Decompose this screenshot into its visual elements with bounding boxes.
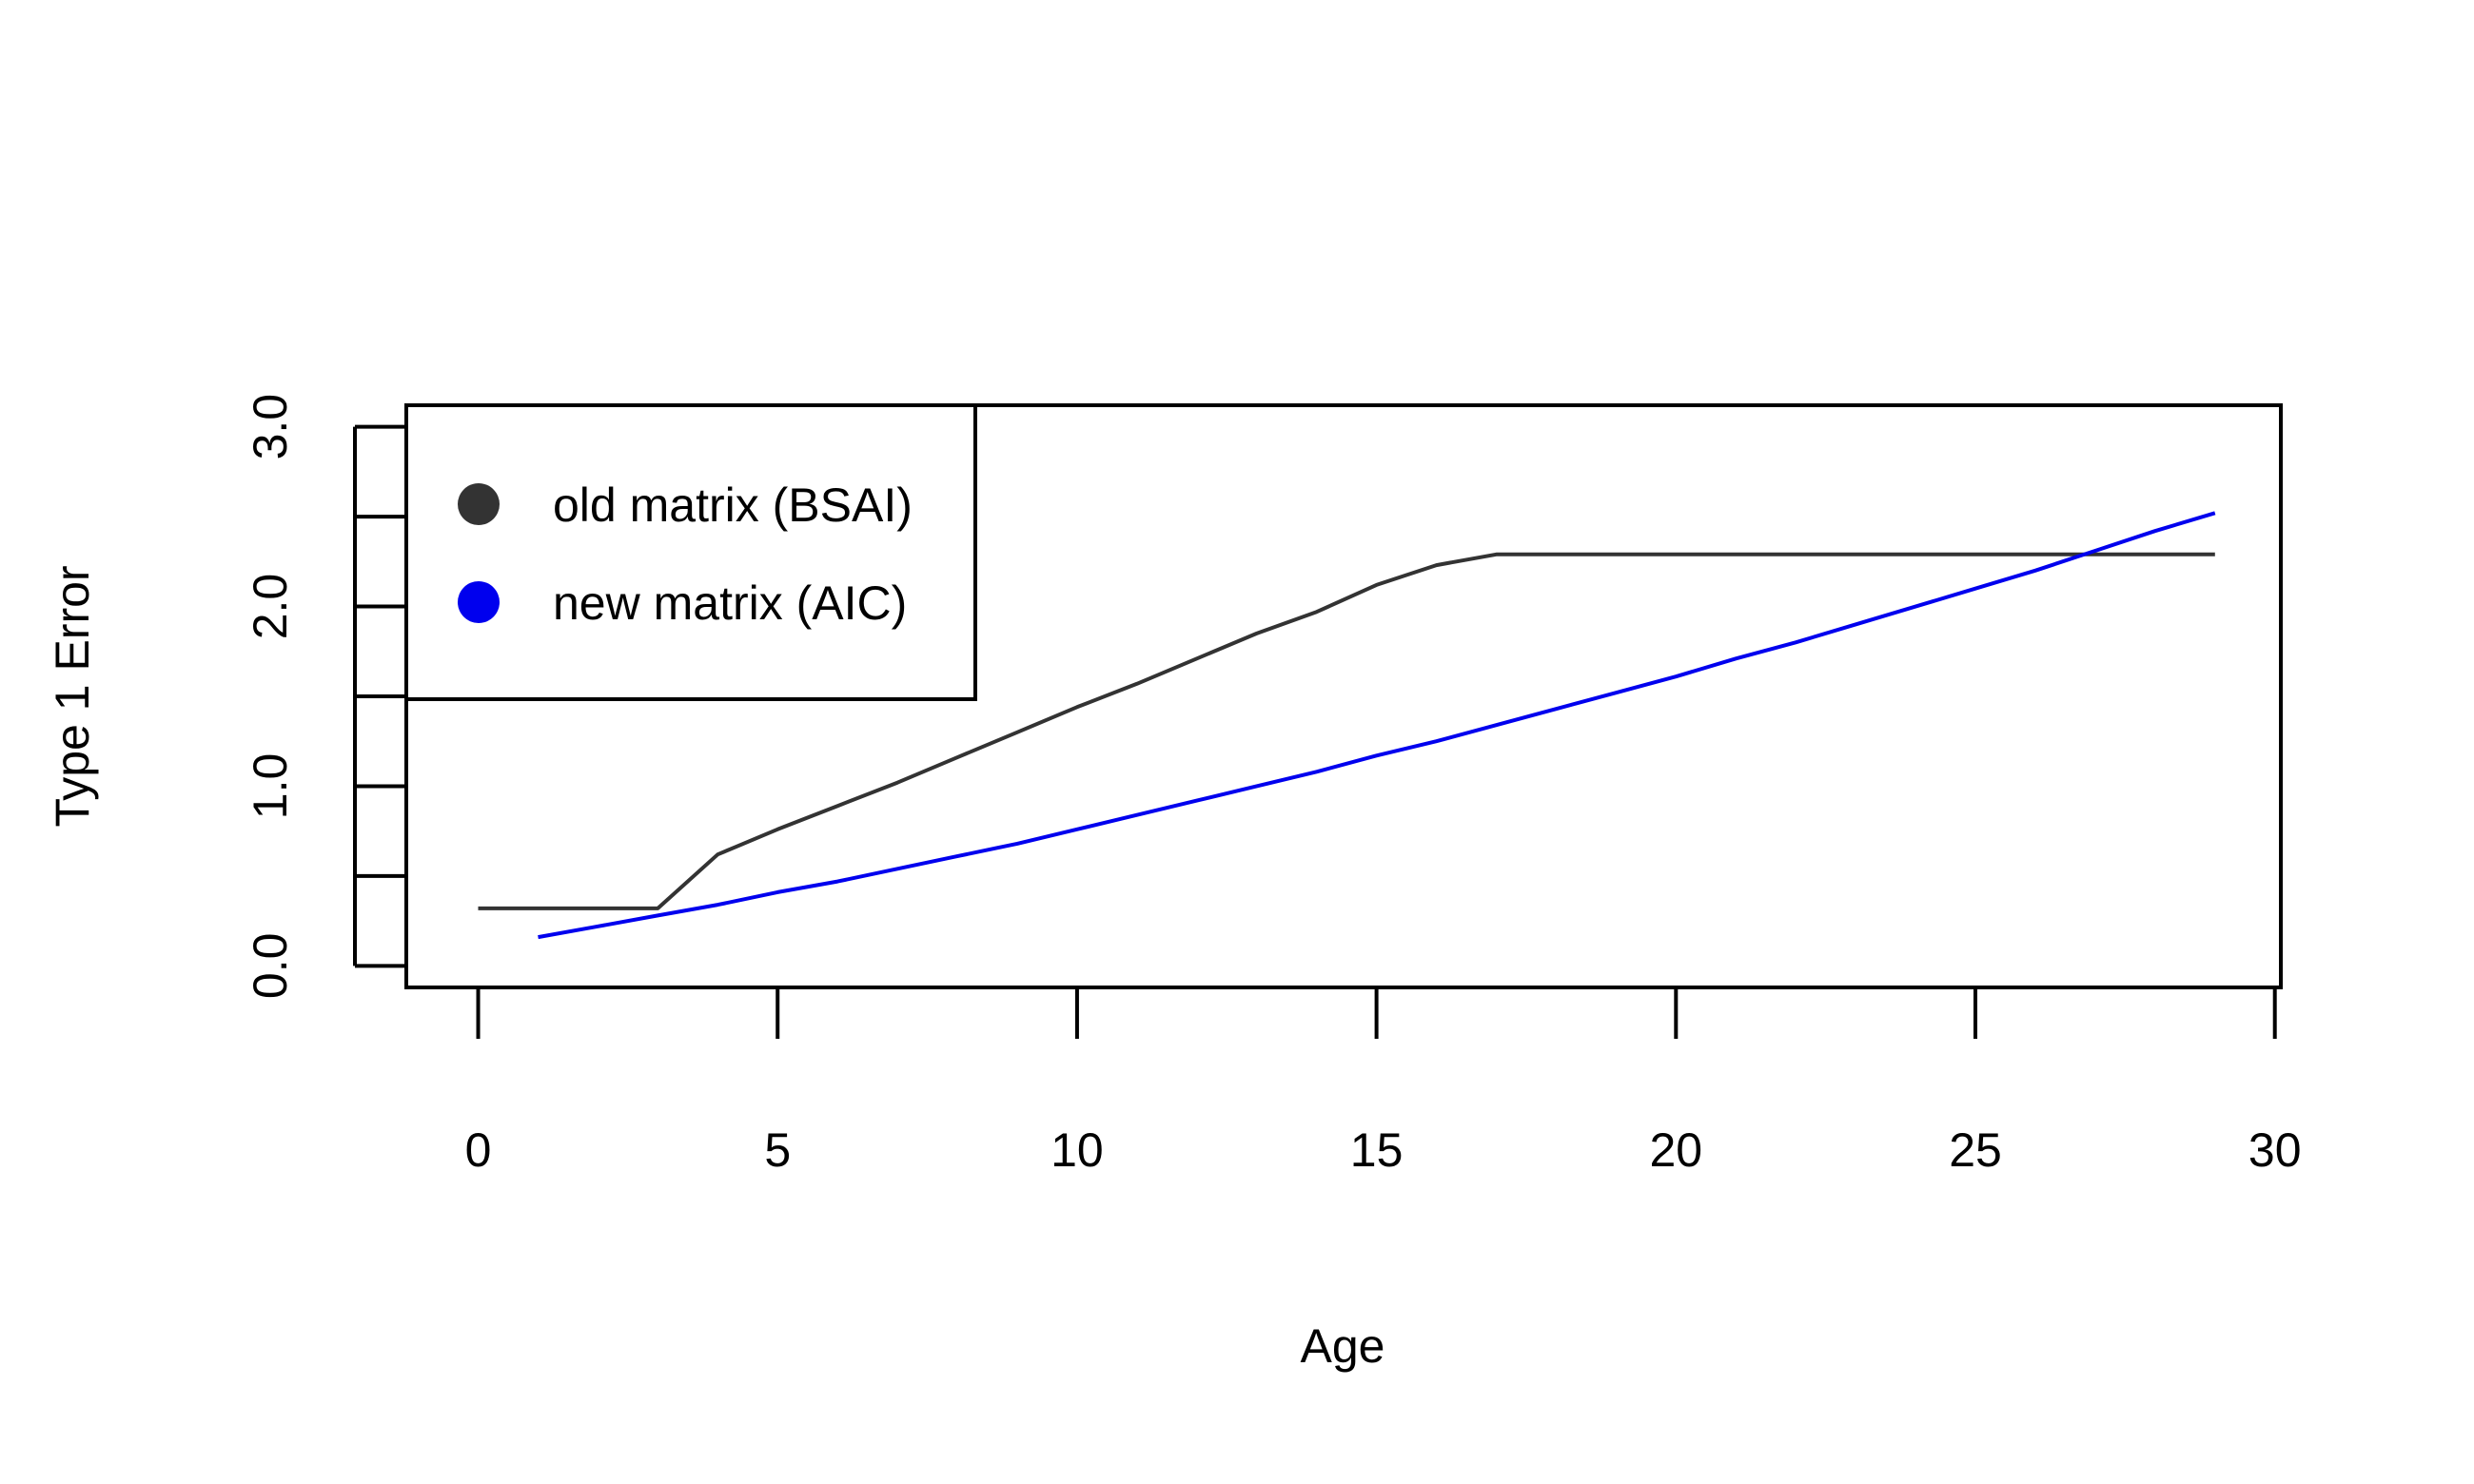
legend-box [404, 403, 977, 701]
series-line-2 [538, 511, 2216, 940]
x-tick-label: 20 [1650, 1123, 1703, 1177]
x-axis-title: Age [1301, 1319, 1385, 1373]
legend: old matrix (BSAI) new matrix (AIC) [404, 403, 977, 701]
x-tick-label: 15 [1350, 1123, 1404, 1177]
y-tick-label: 2.0 [244, 574, 297, 640]
x-tick-label: 0 [465, 1123, 492, 1177]
legend-label-2: new matrix (AIC) [553, 576, 907, 630]
series-line-1 [478, 552, 2215, 910]
legend-marker-2 [458, 581, 500, 623]
x-tick-label: 10 [1050, 1123, 1104, 1177]
legend-marker-1 [458, 483, 500, 525]
y-axis: 0.0 1.0 2.0 3.0 [244, 394, 406, 999]
legend-label-1: old matrix (BSAI) [553, 478, 913, 532]
x-tick-label: 25 [1949, 1123, 2002, 1177]
y-tick-label: 1.0 [244, 753, 297, 820]
x-tick-label: 5 [764, 1123, 791, 1177]
series-layer [478, 511, 2216, 940]
y-tick-label: 0.0 [244, 933, 297, 1000]
y-tick-label: 3.0 [244, 394, 297, 460]
x-tick-label: 30 [2248, 1123, 2302, 1177]
y-axis-title: Type 1 Error [46, 565, 99, 827]
x-axis: 0 5 10 15 20 25 30 [465, 986, 2302, 1177]
